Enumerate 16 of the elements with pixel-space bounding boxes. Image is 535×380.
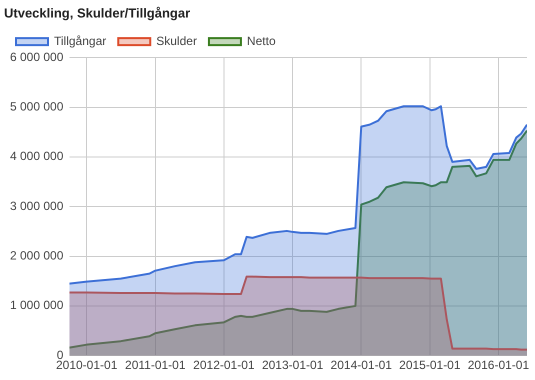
x-tick-label: 2016-01-01 — [468, 358, 530, 372]
y-tick-label: 4 000 000 — [10, 149, 64, 164]
x-tick-label: 2012-01-01 — [193, 358, 255, 372]
legend-label: Netto — [246, 34, 276, 48]
y-tick-label: 6 000 000 — [10, 50, 64, 64]
y-tick-label: 3 000 000 — [10, 198, 64, 213]
legend-label: Tillgångar — [54, 34, 106, 48]
x-tick-label: 2015-01-01 — [399, 358, 461, 372]
chart-title: Utveckling, Skulder/Tillgångar — [4, 5, 190, 20]
x-tick-label: 2011-01-01 — [125, 358, 186, 372]
x-tick-label: 2014-01-01 — [330, 358, 392, 372]
legend-label: Skulder — [156, 34, 197, 48]
y-tick-label: 5 000 000 — [10, 100, 64, 114]
x-tick-label: 2013-01-01 — [262, 358, 324, 372]
y-tick-label: 1 000 000 — [10, 298, 64, 312]
y-tick-label: 2 000 000 — [10, 248, 64, 263]
